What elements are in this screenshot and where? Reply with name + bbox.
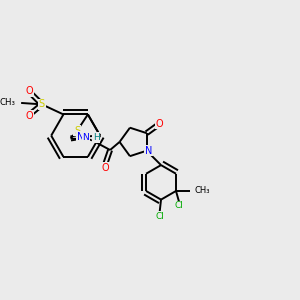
Text: Cl: Cl [155,212,164,220]
Text: CH₃: CH₃ [0,98,16,107]
Text: H: H [93,133,100,142]
Text: N: N [82,133,89,142]
Text: S: S [39,99,45,110]
Text: Cl: Cl [175,201,184,210]
Text: N: N [77,132,85,142]
Text: S: S [74,125,80,136]
Text: O: O [26,86,34,96]
Text: O: O [101,163,109,173]
Text: CH₃: CH₃ [194,187,210,196]
Text: O: O [155,118,163,129]
Text: N: N [145,146,152,156]
Text: O: O [26,111,34,121]
